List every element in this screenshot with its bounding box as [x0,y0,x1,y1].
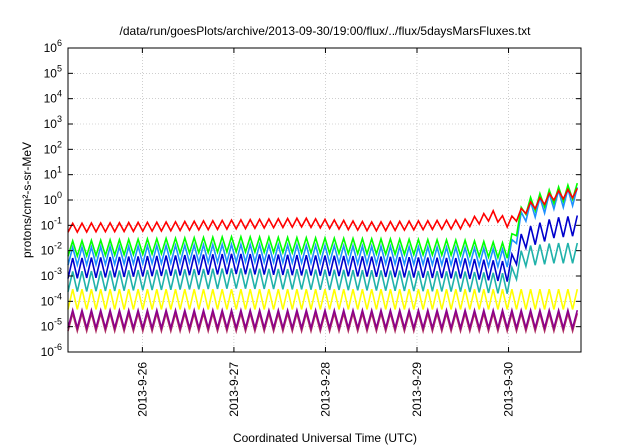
y-tick-label: 10-3 [41,266,62,283]
y-tick-label: 105 [44,63,62,80]
series-line [67,215,579,282]
plot-series [67,182,579,335]
x-tick-label: 2013-9-29 [410,362,424,417]
x-tick-label: 2013-9-27 [227,362,241,417]
y-tick-label: 100 [44,190,62,207]
series-line [67,289,579,310]
y-axis-label: protons/cm²-s-sr-MeV [20,142,34,258]
y-tick-label: 104 [44,89,62,106]
y-tick-label: 102 [44,139,62,156]
chart-title: /data/run/goesPlots/archive/2013-09-30/1… [120,24,532,38]
y-tick-label: 106 [44,38,62,55]
y-tick-label: 103 [44,114,62,131]
x-axis-label: Coordinated Universal Time (UTC) [233,431,417,445]
series-line [67,307,579,332]
y-tick-label: 10-5 [41,317,62,334]
x-tick-label: 2013-9-26 [135,362,149,417]
y-tick-label: 10-4 [41,291,62,308]
x-tick-label: 2013-9-28 [318,362,332,417]
y-tick-label: 10-6 [41,342,62,359]
y-tick-label: 10-2 [41,241,62,258]
series-line [67,187,579,234]
series-line [67,185,579,270]
y-tick-label: 10-1 [41,215,62,232]
x-axis-ticks: 2013-9-26 2013-9-27 2013-9-28 2013-9-29 2013… [135,48,516,417]
series-line [67,182,579,261]
y-tick-label: 101 [44,165,62,182]
series-line [67,242,579,294]
x-tick-label: 2013-9-30 [502,362,516,417]
y-axis-ticks: 10-6 10-5 10-4 10-3 10-2 10-1 100 101 102 103 104 1… [41,38,581,359]
